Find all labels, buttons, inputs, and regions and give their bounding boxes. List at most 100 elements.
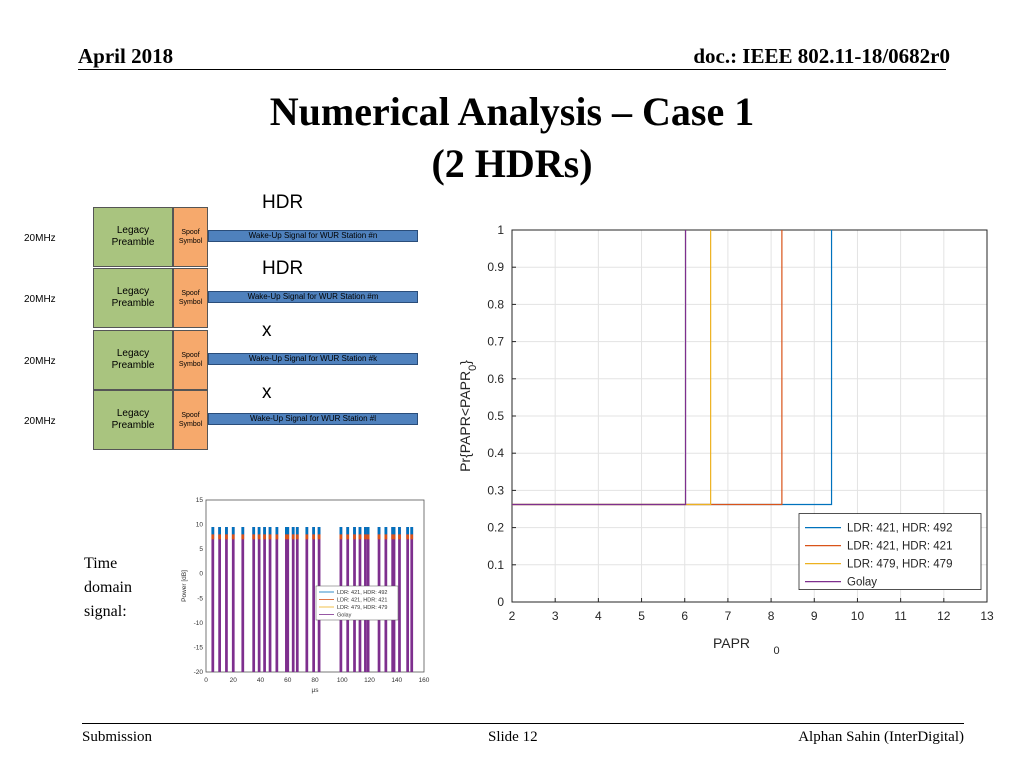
td-burst-peak-2 — [366, 534, 370, 540]
wake-up-signal-bar: Wake-Up Signal for WUR Station #n — [208, 230, 418, 242]
td-x-tick-label: 20 — [230, 677, 238, 684]
x-tick-label: 12 — [937, 609, 951, 623]
y-axis-label: Pr{PAPR<PAPR0} — [457, 360, 479, 472]
td-burst-golay — [295, 527, 299, 672]
td-x-tick-label: 0 — [204, 677, 208, 684]
wake-up-signal-bar: Wake-Up Signal for WUR Station #k — [208, 353, 418, 365]
slide-title-line2: (2 HDRs) — [431, 141, 593, 186]
series-line — [512, 230, 687, 506]
footer-slide-number: Slide 12 — [488, 729, 538, 745]
td-y-tick-label: -10 — [194, 620, 204, 627]
spoof-symbol-text: Symbol — [178, 421, 203, 428]
slide-title-line1: Numerical Analysis – Case 1 — [269, 89, 755, 134]
td-burst-golay — [398, 527, 401, 672]
td-y-tick-label: -20 — [194, 669, 204, 676]
x-tick-label: 6 — [681, 609, 688, 623]
td-legend-label: LDR: 479, HDR: 479 — [337, 605, 387, 611]
td-burst-peak-2 — [305, 534, 309, 540]
td-burst-peak-2 — [391, 534, 396, 540]
x-tick-label: 13 — [980, 609, 994, 623]
td-x-tick-label: 140 — [391, 677, 402, 684]
legend-box — [798, 513, 982, 591]
td-burst-golay — [231, 527, 235, 672]
td-burst-peak — [312, 527, 315, 535]
td-burst-golay — [225, 527, 228, 672]
y-axis-label-group: Pr{PAPR<PAPR0} — [457, 360, 479, 472]
td-burst-golay — [263, 527, 266, 672]
td-burst-golay — [268, 527, 272, 672]
td-burst-peak-2 — [295, 534, 299, 540]
footer-author: Alphan Sahin (InterDigital) — [798, 729, 964, 745]
wake-up-signal-bar: Wake-Up Signal for WUR Station #m — [208, 291, 418, 303]
td-burst-golay — [406, 527, 410, 672]
channel-top-label: x — [262, 320, 272, 341]
td-burst-peak — [391, 527, 396, 535]
frequency-label: 20MHz — [24, 416, 56, 427]
legacy-preamble-text: Legacy — [116, 348, 150, 359]
td-x-tick-label: 60 — [284, 677, 292, 684]
td-x-tick-label: 100 — [337, 677, 348, 684]
td-burst-peak — [225, 527, 228, 535]
legacy-preamble-text: Preamble — [111, 420, 155, 431]
td-x-tick-label: 120 — [364, 677, 375, 684]
x-tick-label: 5 — [638, 609, 645, 623]
td-burst-peak — [241, 527, 245, 535]
td-x-tick-label: 80 — [311, 677, 319, 684]
td-burst-golay — [410, 527, 414, 672]
footer-rule — [82, 723, 964, 724]
td-burst-peak-2 — [231, 534, 235, 540]
td-burst-peak-2 — [398, 534, 401, 540]
y-tick-label: 0.5 — [487, 409, 504, 423]
td-burst-peak-2 — [358, 534, 362, 540]
legacy-preamble-box: Legacy Preamble — [93, 330, 173, 390]
spoof-symbol-text: Symbol — [178, 361, 203, 368]
spoof-symbol-text: Spoof — [181, 229, 200, 236]
td-burst-peak-2 — [346, 534, 350, 540]
td-burst-golay — [211, 527, 215, 672]
y-tick-label: 0.8 — [487, 297, 504, 311]
legacy-preamble-box: Legacy Preamble — [93, 390, 173, 450]
side-label-line: Time — [84, 555, 118, 572]
td-burst-peak-2 — [268, 534, 272, 540]
y-axis-label-end: } — [457, 360, 473, 365]
td-y-axis-label: Power [dB] — [181, 570, 188, 602]
td-burst-peak — [218, 527, 221, 535]
spoof-symbol-box: Spoof Symbol — [173, 390, 208, 450]
td-burst-peak-2 — [339, 534, 343, 540]
td-burst-peak-2 — [384, 534, 388, 540]
td-burst-peak — [377, 527, 381, 535]
td-burst-peak — [257, 527, 261, 535]
td-burst-golay — [305, 527, 309, 672]
x-axis-label-subscript: 0 — [773, 645, 779, 657]
y-tick-label: 0.6 — [487, 372, 504, 386]
td-y-tick-label: -15 — [194, 644, 204, 651]
td-burst-peak-2 — [275, 534, 279, 540]
x-tick-label: 3 — [552, 609, 559, 623]
td-burst-peak — [364, 527, 367, 535]
legend-label: Golay — [847, 577, 877, 589]
y-tick-label: 0.9 — [487, 260, 504, 274]
td-burst-peak — [252, 527, 256, 535]
td-burst-peak-2 — [241, 534, 245, 540]
td-burst-peak-2 — [377, 534, 381, 540]
td-burst-peak-2 — [364, 534, 367, 540]
td-burst-peak — [211, 527, 215, 535]
x-tick-label: 9 — [811, 609, 818, 623]
legacy-preamble-text: Preamble — [111, 237, 155, 248]
td-burst-peak — [353, 527, 356, 535]
td-y-tick-label: -5 — [197, 595, 203, 602]
wake-up-signal-bar: Wake-Up Signal for WUR Station #l — [208, 413, 418, 425]
side-label-line: signal: — [84, 603, 127, 620]
header-doc-id: doc.: IEEE 802.11-18/0682r0 — [693, 44, 950, 68]
td-burst-peak — [366, 527, 370, 535]
time-domain-label: Time domain signal: — [84, 552, 132, 624]
legacy-preamble-text: Preamble — [111, 360, 155, 371]
td-y-tick-label: 10 — [196, 522, 204, 529]
td-legend-label: LDR: 421, HDR: 421 — [337, 598, 387, 604]
x-tick-label: 2 — [509, 609, 516, 623]
y-tick-label: 1 — [497, 223, 504, 237]
channel-top-label: HDR — [262, 258, 304, 279]
legacy-preamble-text: Preamble — [111, 298, 155, 309]
x-axis-label: PAPR — [713, 635, 750, 651]
td-burst-peak — [398, 527, 401, 535]
